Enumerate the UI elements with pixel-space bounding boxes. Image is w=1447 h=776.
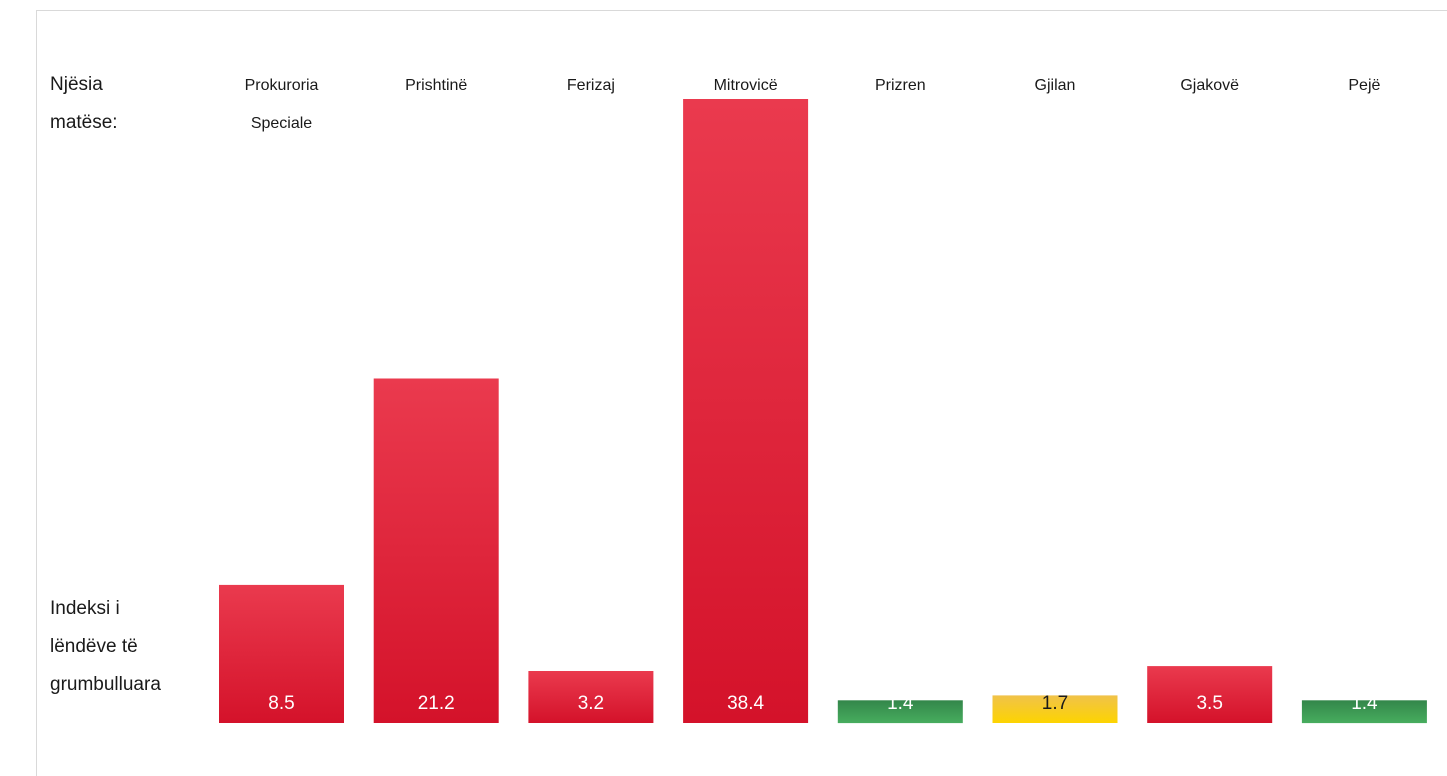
category-label: Pejë	[1348, 77, 1380, 94]
chart-frame	[36, 10, 1447, 776]
index-label-line: Indeksi i	[50, 598, 120, 619]
value-labels: 8.5 21.2 3.2 38.4 1.4 1.7 3.5 1.4	[268, 693, 1378, 714]
index-label-line: grumbulluara	[50, 674, 161, 695]
value-label: 3.2	[578, 693, 604, 714]
category-label: Prokuroria	[245, 77, 319, 94]
bar	[528, 671, 654, 723]
value-label: 21.2	[418, 693, 455, 714]
category-label: Speciale	[251, 115, 312, 132]
category-label: Mitrovicë	[714, 77, 778, 94]
value-label: 1.7	[1042, 693, 1068, 714]
bar	[683, 99, 809, 723]
value-label: 3.5	[1196, 693, 1222, 714]
unit-label-line: Njësia	[50, 74, 103, 95]
index-label-line: lëndëve të	[50, 636, 138, 657]
bar	[992, 695, 1118, 723]
category-label: Prizren	[875, 77, 926, 94]
unit-label-line: matëse:	[50, 112, 118, 133]
unit-label: Njësia matëse:	[50, 66, 118, 142]
category-label: Ferizaj	[567, 77, 615, 94]
index-label: Indeksi i lëndëve të grumbulluara	[50, 590, 161, 704]
bar	[1147, 666, 1273, 723]
value-label: 8.5	[268, 693, 294, 714]
bar	[1301, 700, 1427, 724]
category-labels: Prokuroria Speciale Prishtinë Ferizaj Mitrov…	[245, 77, 1381, 132]
value-label: 1.4	[887, 693, 914, 714]
category-label: Gjakovë	[1180, 77, 1239, 94]
bar	[219, 584, 344, 723]
category-label: Gjilan	[1035, 77, 1076, 94]
category-label: Prishtinë	[405, 77, 467, 94]
value-label: 1.4	[1351, 693, 1378, 714]
bar	[837, 700, 963, 724]
bar	[373, 378, 499, 723]
bars-layer	[219, 99, 1427, 724]
value-label: 38.4	[727, 693, 764, 714]
